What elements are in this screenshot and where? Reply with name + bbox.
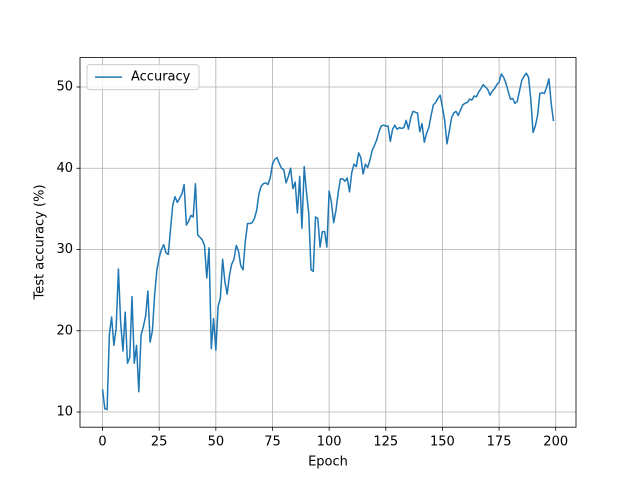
- data-line: [101, 72, 555, 411]
- legend-label: Accuracy: [131, 70, 191, 85]
- x-tick-label: 125: [373, 435, 398, 450]
- y-tick-label: 40: [56, 161, 73, 176]
- y-tick-label: 30: [56, 242, 73, 257]
- plot-frame: [79, 57, 577, 428]
- y-tick-label: 10: [56, 405, 73, 420]
- x-tick-label: 175: [487, 435, 512, 450]
- y-tick-label: 50: [56, 80, 73, 95]
- x-tick-label: 200: [543, 435, 568, 450]
- y-axis-label: Test accuracy (%): [33, 184, 48, 300]
- x-tick-label: 100: [317, 435, 342, 450]
- x-tick-label: 50: [208, 435, 225, 450]
- x-tick-label: 75: [264, 435, 281, 450]
- x-axis-label: Epoch: [308, 455, 348, 470]
- y-tick-label: 20: [56, 323, 73, 338]
- x-tick-label: 0: [98, 435, 106, 450]
- x-tick-label: 25: [151, 435, 168, 450]
- legend-box: [86, 64, 200, 91]
- x-tick-label: 150: [430, 435, 455, 450]
